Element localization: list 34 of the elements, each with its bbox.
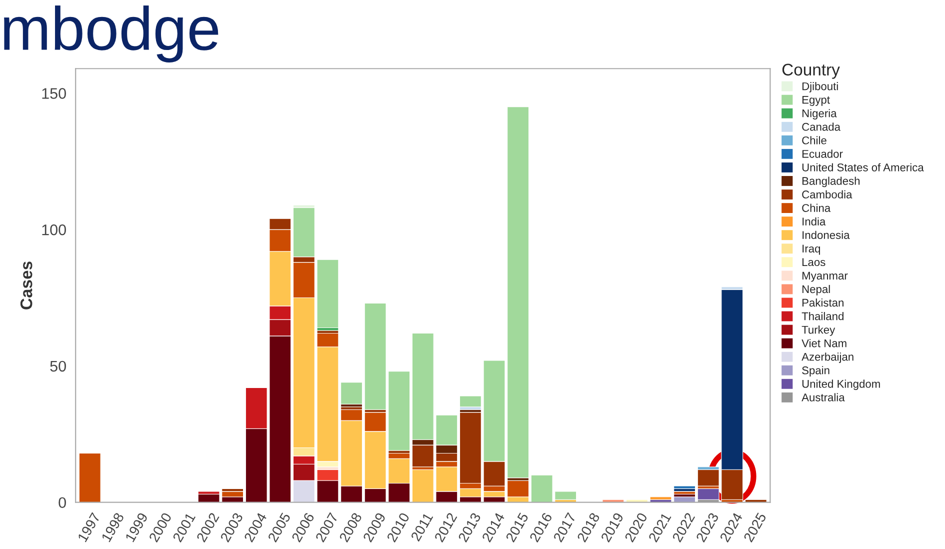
legend-label: United States of America [802, 163, 924, 172]
legend-label: Djibouti [802, 82, 838, 92]
legend-label: Bangladesh [802, 176, 860, 188]
legend-label: Thailand [802, 312, 844, 320]
legend-label: Turkey [802, 326, 836, 336]
legend-label: Spain [802, 366, 830, 376]
chart-title: mbodge [4, 5, 218, 62]
legend-label: Ecuador [802, 150, 843, 158]
legend-title: Country [782, 64, 840, 79]
legend-label: Cambodia [802, 190, 852, 198]
legend-label: Iraq [802, 244, 820, 255]
legend-label: Canada [802, 122, 840, 131]
bar [674, 491, 696, 494]
legend-label: Laos [802, 258, 826, 266]
legend-label: India [802, 217, 826, 226]
legend-label: Nepal [802, 284, 830, 296]
legend-label: Australia [802, 393, 845, 402]
legend-label: Viet Nam [802, 339, 846, 348]
legend-label: Egypt [802, 96, 830, 106]
y-tick-label: 100 [42, 224, 66, 236]
legend-label: Indonesia [802, 230, 850, 240]
y-tick-label: 150 [42, 88, 66, 99]
legend-label: Nigeria [802, 109, 837, 120]
y-tick-label: 0 [58, 497, 66, 508]
y-axis-title: Cases [20, 262, 32, 310]
legend-label: Chile [802, 136, 826, 144]
bar [78, 452, 101, 502]
legend-label: China [802, 204, 831, 212]
legend-label: Azerbaijan [802, 352, 854, 363]
legend-label: Myanmar [802, 272, 848, 282]
legend-label: Pakistan [802, 298, 844, 307]
y-tick-label: 50 [50, 360, 66, 372]
bar [674, 486, 696, 489]
legend-label: United Kingdom [802, 380, 880, 390]
